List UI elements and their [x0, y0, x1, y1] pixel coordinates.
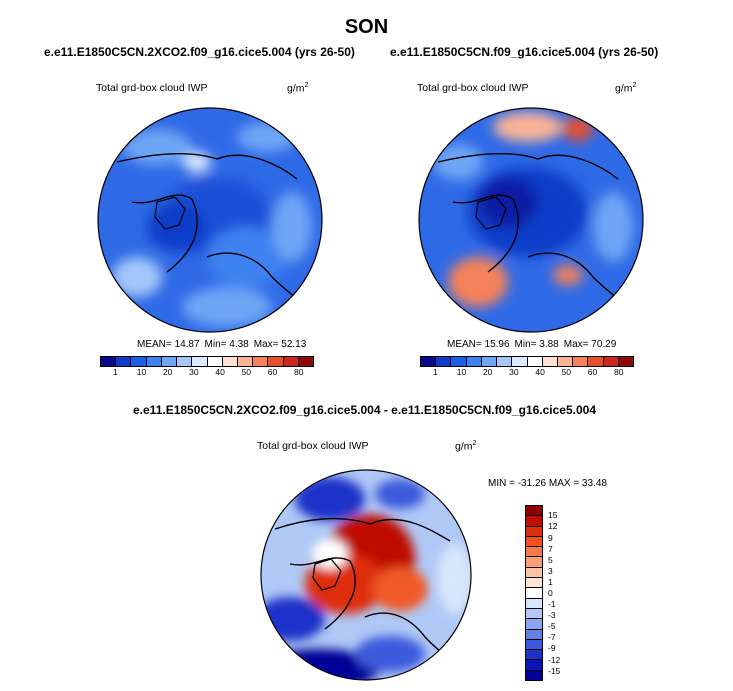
panel2-colorbar-tick-label: 30 [509, 367, 519, 377]
panel1-colorbar-swatch [161, 357, 178, 366]
panel3-colorbar-swatch [526, 598, 542, 609]
panel3-colorbar-tick-label: 15 [548, 510, 558, 521]
panel1-stats: MEAN= 14.87 Min= 4.38 Max= 52.13 [137, 339, 307, 350]
panel3-colorbar-swatch [526, 526, 542, 537]
panel2-colorbar-swatch [573, 357, 589, 366]
panel1-colorbar-tick-label: 10 [136, 367, 147, 377]
panel1-colorbar-swatch [116, 357, 132, 366]
panel3-colorbar-swatch [526, 619, 542, 630]
panel2-colorbar-tick-label: 50 [561, 367, 572, 377]
panel1-colorbar-swatch [283, 357, 299, 366]
panel3-colorbar-swatch [526, 547, 542, 558]
panel3-colorbar-tick-label: 5 [548, 554, 553, 565]
panel3-colorbar-swatch [526, 629, 542, 640]
panel3-variable-label: Total grd-box cloud IWP [257, 440, 369, 452]
panel1-colorbar-swatch [131, 357, 147, 366]
panel2-colorbar-tick-label: 20 [482, 367, 493, 377]
panel2-colorbar-swatch [481, 357, 498, 366]
panel3-colorbar-tick-label: 1 [548, 576, 553, 587]
panel2-colorbar: 1 10 20 30 40 50 60 80 [420, 356, 634, 379]
panel1-colorbar-tick-label: 80 [293, 367, 304, 377]
panel1-colorbar-swatch [253, 357, 269, 366]
panel2-colorbar-swatch [527, 357, 543, 366]
figure-title: SON [344, 16, 389, 38]
panel2-case-title: e.e11.E1850C5CN.f09_g16.cice5.004 (yrs 2… [390, 45, 659, 59]
panel3-colorbar-swatch [526, 650, 542, 661]
panel2-colorbar-tick-label: 10 [456, 367, 467, 377]
panel1-colorbar-swatch [177, 357, 193, 366]
panel3-colorbar-tick-label: 9 [548, 532, 553, 543]
panel2-polar-map [418, 107, 644, 333]
panel2-colorbar-swatch [603, 357, 619, 366]
panel2-colorbar-swatch [497, 357, 513, 366]
panel1-colorbar-tick-label: 50 [241, 367, 252, 377]
panel3-colorbar-swatch [526, 536, 542, 548]
panel3-colorbar-swatch [526, 567, 542, 579]
panel3-colorbar-swatch [526, 557, 542, 568]
panel2-stats: MEAN= 15.96 Min= 3.88 Max= 70.29 [447, 339, 617, 350]
panel3-colorbar-tick-label: 0 [548, 588, 553, 598]
panel2-colorbar-tick-label: 60 [587, 367, 598, 377]
panel3-colorbar-tick-label: -15 [548, 665, 561, 676]
panel3-colorbar-ticks: 15 12 9 7 5 3 1 0 -1 -3 -5 -7 -9 -12 -15 [548, 505, 578, 681]
panel3-colorbar-tick-label: 12 [548, 521, 558, 532]
panel2-colorbar-tick-label: 40 [535, 367, 545, 377]
panel3-colorbar-swatch [526, 588, 542, 599]
panel1-colorbar-swatch [192, 357, 208, 366]
panel1-colorbar-swatch [237, 357, 254, 366]
panel2-colorbar-tick-label: 80 [613, 367, 624, 377]
panel3-colorbar-tick-label: 7 [548, 543, 553, 554]
panel2-variable-label: Total grd-box cloud IWP [417, 82, 529, 94]
panel1-case-title: e.e11.E1850C5CN.2XCO2.f09_g16.cice5.004 … [44, 45, 355, 59]
panel1-colorbar-swatch [268, 357, 284, 366]
panel2-units: g/m2 [615, 82, 637, 95]
panel3-colorbar-swatch [526, 578, 542, 589]
panel1-colorbar-swatch [101, 357, 117, 366]
panel3-colorbar [525, 505, 543, 681]
panel2-colorbar-swatch [542, 357, 558, 366]
panel3-colorbar-swatch [526, 660, 542, 671]
panel1-colorbar-swatch [298, 357, 314, 366]
panel3-colorbar-tick-label: -7 [548, 632, 556, 643]
panel3-colorbar-tick-label: -3 [548, 610, 556, 621]
panel3-colorbar-tick-label: -1 [548, 599, 556, 610]
panel3-colorbar-swatch [526, 639, 542, 651]
panel2-colorbar-swatch [451, 357, 467, 366]
panel2-colorbar-swatch [466, 357, 482, 366]
panel3-units: g/m2 [455, 440, 477, 453]
panel1-colorbar-tick-label: 60 [267, 367, 278, 377]
panel1-colorbar-tick-label: 1 [112, 367, 118, 377]
panel1-colorbar: 1 10 20 30 40 50 60 80 [100, 356, 314, 379]
panel3-colorbar-tick-label: -12 [548, 654, 561, 665]
panel3-colorbar-swatch [526, 670, 542, 681]
panel1-colorbar-swatch [222, 357, 238, 366]
panel1-colorbar-swatch [146, 357, 162, 366]
panel2-colorbar-swatch [557, 357, 574, 366]
panel2-colorbar-swatch [512, 357, 528, 366]
panel3-case-title: e.e11.E1850C5CN.2XCO2.f09_g16.cice5.004 … [133, 403, 596, 417]
panel2-colorbar-swatch [588, 357, 604, 366]
panel1-colorbar-tick-label: 30 [189, 367, 199, 377]
panel3-colorbar-swatch [526, 516, 542, 527]
panel3-colorbar-swatch [526, 608, 542, 620]
panel1-colorbar-tick-label: 20 [162, 367, 173, 377]
panel3-colorbar-tick-label: -9 [548, 643, 556, 654]
panel2-colorbar-swatch [436, 357, 452, 366]
panel2-colorbar-swatch [421, 357, 437, 366]
panel1-colorbar-swatch [207, 357, 223, 366]
panel3-minmax: MIN = -31.26 MAX = 33.48 [488, 478, 607, 489]
panel1-polar-map [97, 107, 323, 333]
panel1-colorbar-tick-label: 40 [215, 367, 225, 377]
panel1-units: g/m2 [287, 82, 309, 95]
panel3-colorbar-tick-label: 3 [548, 565, 553, 576]
panel3-polar-map [260, 469, 472, 681]
panel1-variable-label: Total grd-box cloud IWP [96, 82, 208, 94]
panel2-colorbar-tick-label: 1 [432, 367, 438, 377]
panel2-colorbar-swatch [618, 357, 634, 366]
panel3-colorbar-swatch [526, 506, 542, 517]
panel3-colorbar-tick-label: -5 [548, 621, 556, 632]
